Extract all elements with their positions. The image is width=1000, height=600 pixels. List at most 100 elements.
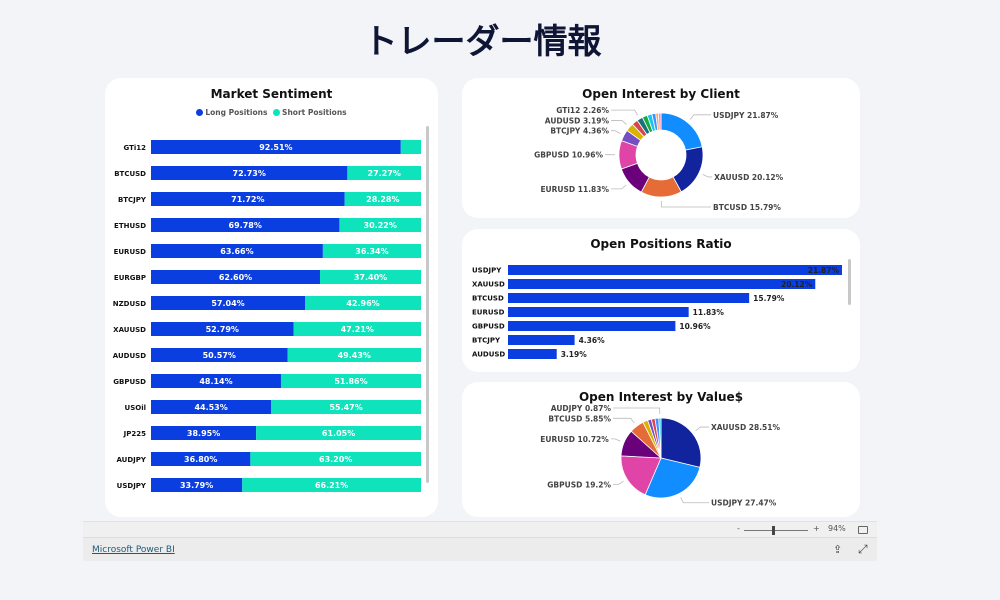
row-label: GTi12: [123, 144, 146, 152]
short-bar: [293, 322, 421, 336]
slice-label: XAUUSD 20.12%: [714, 173, 783, 182]
bar: [508, 349, 557, 359]
bar: [508, 265, 842, 275]
slice-label: EURUSD 10.72%: [540, 435, 609, 444]
zoom-slider-thumb[interactable]: [772, 526, 776, 535]
short-data-label: 42.96%: [346, 299, 379, 308]
row-label: AUDUSD: [113, 352, 146, 360]
slice-label: USDJPY 27.47%: [711, 499, 777, 508]
long-data-label: 52.79%: [206, 325, 239, 334]
short-bar: [256, 426, 421, 440]
bar: [508, 307, 689, 317]
slice-label: BTCUSD 5.85%: [548, 414, 611, 423]
slice-label: AUDUSD 3.19%: [545, 117, 610, 126]
short-bar: [287, 348, 421, 362]
short-bar: [271, 400, 421, 414]
long-bar: [151, 322, 294, 336]
slice-label: GTi12 2.26%: [556, 106, 609, 115]
short-bar: [280, 374, 421, 388]
long-bar: [151, 140, 401, 154]
zoom-slider-track[interactable]: [744, 530, 808, 531]
power-bi-link[interactable]: Microsoft Power BI: [92, 545, 175, 555]
leader-line: [611, 120, 627, 125]
legend-long[interactable]: Long Positions: [205, 108, 268, 117]
short-bar: [344, 192, 421, 206]
row-label: BTCJPY: [118, 196, 147, 204]
slice: [620, 455, 662, 496]
long-bar: [151, 478, 243, 492]
long-data-label: 72.73%: [233, 169, 266, 178]
long-data-label: 71.72%: [231, 195, 264, 204]
leader-line: [702, 174, 713, 178]
row-label: JP225: [123, 430, 146, 438]
long-data-label: 69.78%: [229, 221, 262, 230]
row-label: USOil: [125, 404, 146, 412]
legend: Long Positions Short Positions: [105, 108, 438, 117]
leader-line: [695, 426, 709, 432]
leader-line: [660, 200, 711, 208]
long-legend-dot: [196, 109, 204, 116]
data-label: 11.83%: [693, 308, 725, 317]
open-positions-ratio-card: Open Positions Ratio USDJPY 21.87% XAUUSD 2…: [462, 229, 860, 372]
fit-to-page-icon[interactable]: [858, 526, 868, 534]
row-label: BTCUSD: [114, 170, 146, 178]
market-sentiment-card: Market Sentiment Long Positions Short Po…: [105, 78, 438, 517]
fullscreen-icon[interactable]: ⤢: [858, 542, 868, 556]
leader-line: [611, 130, 621, 134]
row-label: NZDUSD: [113, 300, 146, 308]
slice-label: USDJPY 21.87%: [713, 111, 779, 120]
leader-line: [613, 417, 635, 424]
slice: [660, 112, 703, 151]
open-interest-value-card: Open Interest by Value$ XAUUSD 28.51% USD…: [462, 382, 860, 517]
data-label: 10.96%: [679, 322, 711, 331]
short-data-label: 63.20%: [319, 455, 352, 464]
legend-short[interactable]: Short Positions: [282, 108, 347, 117]
data-label: 21.87%: [808, 266, 840, 275]
data-label: 20.12%: [781, 280, 813, 289]
short-bar: [242, 478, 421, 492]
short-data-label: 28.28%: [366, 195, 399, 204]
short-bar: [250, 452, 421, 466]
slice-label: BTCJPY 4.36%: [550, 127, 609, 136]
slice: [657, 112, 662, 131]
zoom-out-button[interactable]: -: [737, 524, 740, 533]
row-label: BTCJPY: [472, 337, 501, 345]
long-bar: [151, 270, 321, 284]
share-icon[interactable]: ⇪: [833, 543, 843, 556]
bar: [508, 335, 575, 345]
row-label: USDJPY: [117, 482, 147, 490]
open-positions-ratio-title: Open Positions Ratio: [590, 237, 732, 251]
data-label: 4.36%: [579, 336, 606, 345]
bar: [508, 279, 816, 289]
scrollbar[interactable]: [426, 126, 429, 483]
row-label: GBPUSD: [472, 323, 505, 331]
short-bar: [347, 166, 421, 180]
market-sentiment-title: Market Sentiment: [210, 87, 333, 101]
data-label: 15.79%: [753, 294, 785, 303]
row-label: EURGBP: [114, 274, 146, 282]
open-interest-client-title: Open Interest by Client: [582, 87, 740, 101]
short-data-label: 37.40%: [354, 273, 387, 282]
leader-line: [611, 109, 639, 116]
market-sentiment-chart: GTi12 92.51% BTCUSD 72.73% 27.27% BTCJPY 71.72…: [113, 140, 421, 492]
long-data-label: 48.14%: [199, 377, 232, 386]
short-legend-dot: [273, 109, 281, 116]
open-interest-client-card: Open Interest by Client USDJPY 21.87% XAU…: [462, 78, 860, 218]
scrollbar[interactable]: [848, 259, 851, 305]
leader-line: [680, 497, 709, 504]
long-data-label: 33.79%: [180, 481, 213, 490]
leader-line: [613, 407, 661, 415]
page-title: トレーダー情報: [363, 22, 602, 62]
zoom-in-button[interactable]: +: [813, 524, 820, 533]
slice-label: AUDJPY 0.87%: [551, 404, 612, 413]
short-data-label: 51.86%: [334, 377, 367, 386]
zoom-bar: - + 94%: [83, 521, 877, 537]
long-data-label: 63.66%: [220, 247, 253, 256]
short-data-label: 27.27%: [368, 169, 401, 178]
long-data-label: 36.80%: [184, 455, 217, 464]
row-label: EURUSD: [114, 248, 147, 256]
row-label: AUDUSD: [472, 351, 505, 359]
row-label: XAUUSD: [472, 281, 505, 289]
row-label: AUDJPY: [116, 456, 146, 464]
open-interest-value-title: Open Interest by Value$: [578, 390, 744, 404]
